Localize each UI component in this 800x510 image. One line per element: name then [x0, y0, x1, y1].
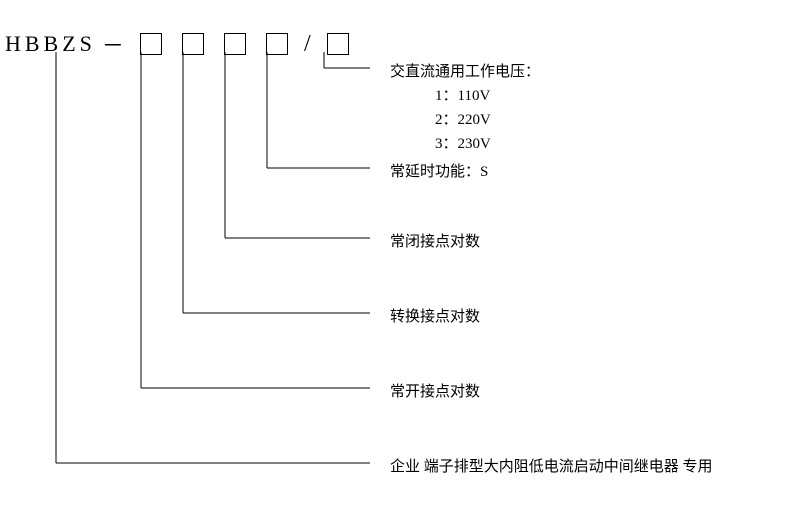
- model-code-row: HBBZS － /: [5, 28, 359, 60]
- code-box-1: [140, 33, 162, 55]
- description-1: 常延时功能：S: [390, 160, 488, 184]
- code-box-2: [182, 33, 204, 55]
- code-box-4: [266, 33, 288, 55]
- description-4: 常开接点对数: [390, 380, 480, 404]
- code-prefix: HBBZS: [5, 31, 96, 57]
- code-slash: /: [304, 31, 311, 58]
- code-box-3: [224, 33, 246, 55]
- description-0: 交直流通用工作电压： 1：110V 2：220V 3：230V: [390, 60, 540, 156]
- description-3: 转换接点对数: [390, 305, 480, 329]
- code-dash: －: [102, 28, 124, 60]
- code-box-5: [327, 33, 349, 55]
- description-2: 常闭接点对数: [390, 230, 480, 254]
- description-5: 企业 端子排型大内阻低电流启动中间继电器 专用: [390, 455, 713, 479]
